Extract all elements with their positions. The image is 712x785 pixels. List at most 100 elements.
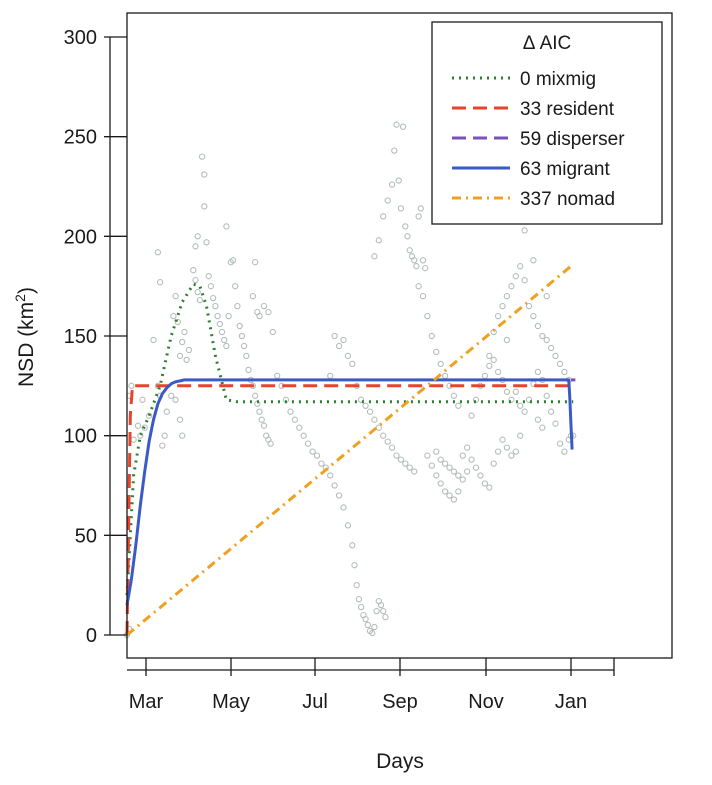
data-point [428,462,435,469]
y-tick-label: 50 [75,525,97,547]
data-point [543,292,550,300]
legend-box [431,21,663,225]
data-point [265,308,272,316]
data-point [521,408,528,415]
data-point [296,424,303,431]
data-point [380,213,387,220]
data-point [185,346,193,354]
data-point [141,424,148,431]
data-point [490,356,497,364]
data-point [194,288,201,296]
data-point [159,442,166,449]
data-point [234,302,241,310]
data-point [417,205,424,212]
data-point [459,476,466,483]
y-axis-title-superscript: 2 [12,294,28,302]
data-point [364,621,371,629]
data-point [357,603,365,611]
data-point [340,504,347,511]
data-point [353,582,360,589]
data-point [269,328,276,336]
data-point [388,444,396,451]
data-point [437,360,444,368]
data-point [455,472,462,479]
data-point [355,595,363,603]
data-point [251,392,259,399]
data-point [349,542,356,549]
data-point [494,448,502,455]
data-point [486,484,493,491]
data-point [508,452,515,459]
data-point [468,412,475,419]
data-point [256,312,263,320]
data-point [382,613,389,621]
data-point [344,522,352,529]
data-point [216,320,223,328]
data-point [192,243,199,250]
data-point [512,388,519,395]
y-tick-label: 0 [86,625,97,647]
data-point [534,322,542,330]
data-point [490,460,497,467]
data-point [168,392,175,399]
data-point [481,480,489,487]
data-point [494,312,502,320]
data-point [351,562,358,569]
data-point [468,456,475,463]
data-point [313,452,321,459]
data-point [331,332,338,340]
data-point [422,265,429,272]
data-point [397,456,405,463]
data-point [433,472,440,479]
data-point [205,273,212,280]
data-point [411,257,418,264]
data-point [391,147,398,154]
data-point [530,257,537,264]
data-point [154,249,162,256]
data-point [318,460,325,467]
data-point [344,352,352,360]
data-point [402,223,409,230]
data-point [260,422,268,429]
data-point [384,197,391,204]
data-point [393,452,400,459]
y-axis-title: NSD (km2) [12,287,38,387]
data-point [375,237,382,244]
data-point [139,396,146,403]
data-point [209,294,217,302]
data-point [419,257,427,264]
data-point [150,336,157,344]
data-point [539,424,546,431]
y-tick-label: 100 [64,426,97,448]
data-point [503,336,511,344]
data-point [464,444,471,451]
data-point [373,607,380,615]
data-point [201,203,208,210]
data-point [433,448,440,455]
data-point [521,227,528,234]
data-point [399,123,407,130]
data-point [459,452,466,459]
data-point [521,277,528,284]
data-point [472,464,480,471]
data-point [212,302,219,310]
data-point [174,318,181,326]
data-point [415,213,422,220]
data-point [477,472,484,479]
data-point [517,432,524,439]
data-point [547,344,555,352]
data-point [464,468,471,475]
data-point [371,253,378,260]
data-point [198,153,206,160]
x-tick-label: Jul [302,691,328,713]
data-point [145,412,153,419]
data-point [201,171,208,178]
data-point [552,420,559,427]
data-point [192,277,199,284]
data-point [251,259,259,266]
data-point [472,396,480,403]
data-point [190,267,197,274]
legend-title: Δ AIC [523,33,572,54]
data-point [508,396,515,403]
